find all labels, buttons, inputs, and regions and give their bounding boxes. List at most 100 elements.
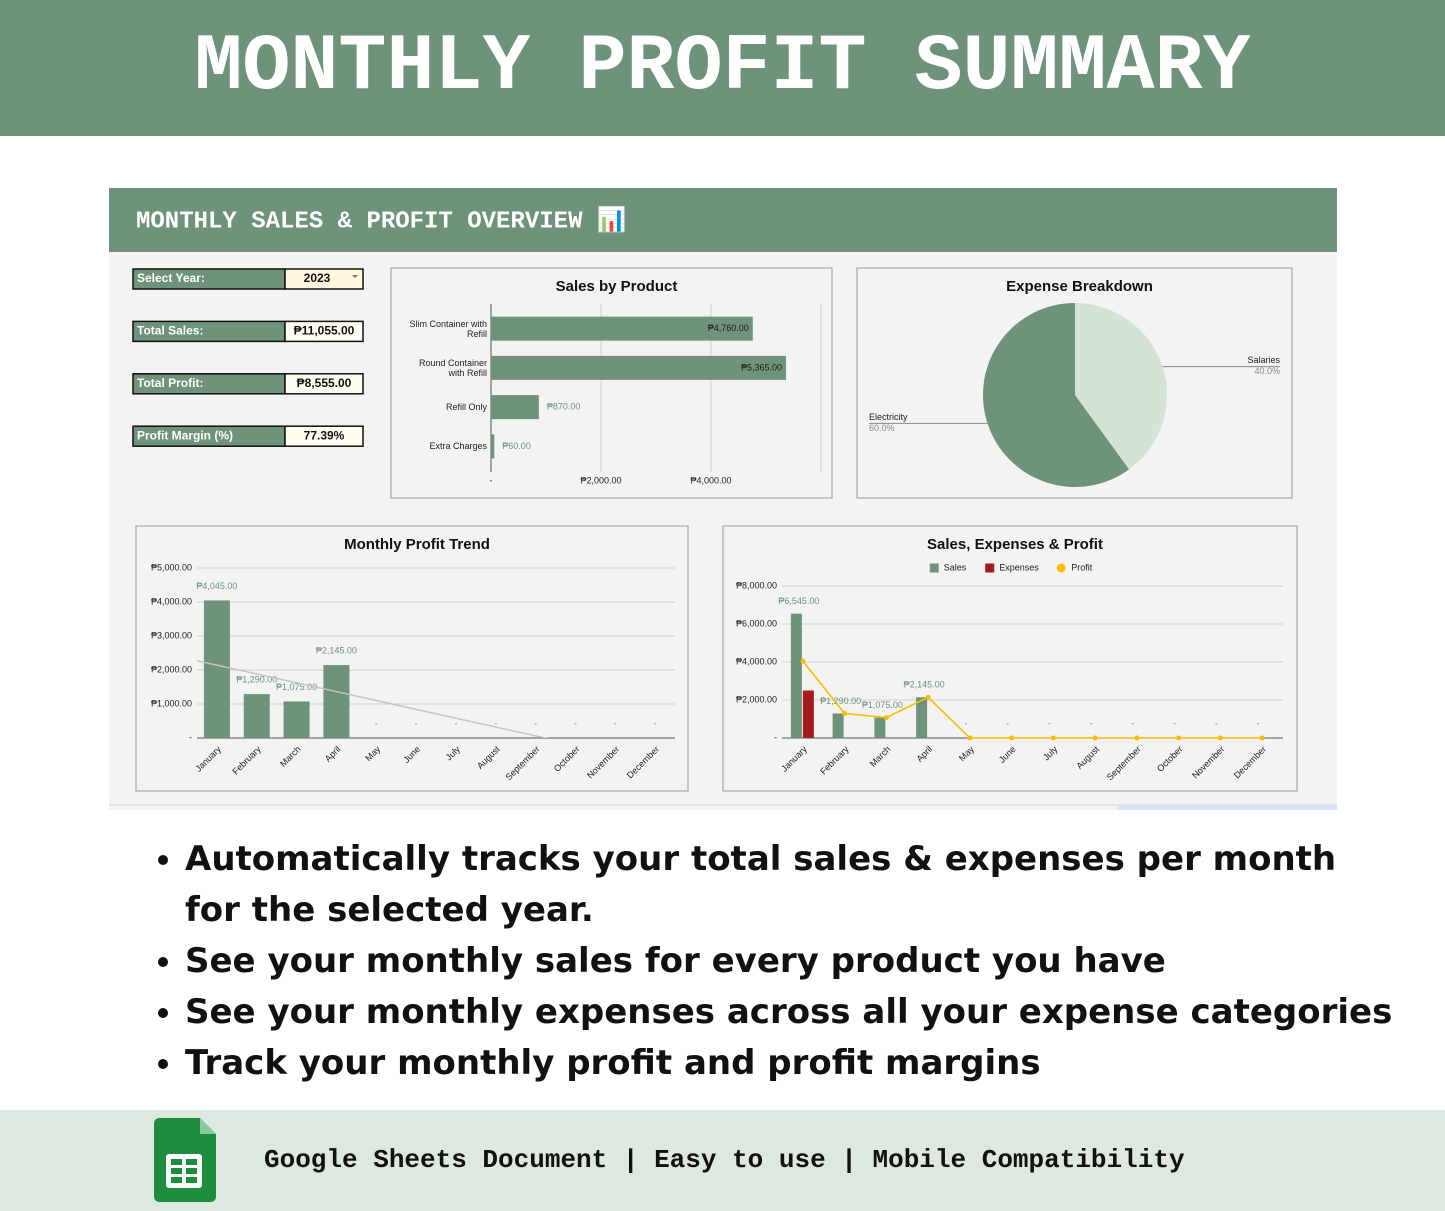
bar xyxy=(491,316,753,341)
field-label: Profit Margin (%) xyxy=(137,428,233,442)
trend-line xyxy=(197,659,549,738)
data-label: - xyxy=(654,718,657,728)
legend-label: Profit xyxy=(1071,562,1093,572)
footer-text: Google Sheets Document | Easy to use | M… xyxy=(264,1145,1185,1175)
chart-frame xyxy=(390,267,833,499)
category-label-box: Round Container with Refill xyxy=(418,357,487,378)
dashboard-content: MONTHLY SALES & PROFIT OVERVIEW 📊 Select… xyxy=(109,188,1337,810)
chart: Sales by Product - ₱2,000.00 ₱4,000.00 Slim … xyxy=(390,267,833,499)
chart-title: Sales, Expenses & Profit xyxy=(927,536,1103,553)
y-tick-label: ₱5,000.00 xyxy=(151,562,192,572)
y-tick-label: ₱3,000.00 xyxy=(151,630,192,640)
line-point xyxy=(883,715,889,721)
data-label: - xyxy=(614,718,617,728)
pie-slice xyxy=(1075,303,1167,470)
data-label: - xyxy=(1048,718,1051,728)
line-point xyxy=(1009,735,1015,741)
bar xyxy=(491,434,495,459)
category-label-box: Extra Charges xyxy=(429,441,487,452)
data-label: - xyxy=(1090,718,1093,728)
field-value-box[interactable] xyxy=(284,268,364,290)
bullet-item: Automatically tracks your total sales & … xyxy=(185,834,1395,936)
line-point xyxy=(1217,735,1223,741)
legend-swatch xyxy=(929,563,939,573)
data-label: ₱4,760.00 xyxy=(708,323,749,333)
y-tick-label: ₱8,000.00 xyxy=(736,580,777,590)
field-value-box xyxy=(284,373,364,395)
bar xyxy=(323,665,350,738)
data-label: - xyxy=(375,718,378,728)
field-value: ₱11,055.00 xyxy=(294,324,355,338)
bar xyxy=(790,613,802,738)
dashboard-header xyxy=(109,188,1337,252)
data-label: ₱60.00 xyxy=(502,441,531,451)
data-label: - xyxy=(454,718,457,728)
data-label: - xyxy=(1131,718,1134,728)
data-label: - xyxy=(574,718,577,728)
data-label: - xyxy=(534,718,537,728)
data-label: ₱1,075.00 xyxy=(862,700,903,710)
sheets-icon xyxy=(154,1118,216,1202)
y-tick-label: ₱1,000.00 xyxy=(151,698,192,708)
y-tick-label: Refill Only xyxy=(445,402,487,413)
dropdown-arrow[interactable] xyxy=(352,275,358,278)
page-title: MONTHLY PROFIT SUMMARY xyxy=(0,0,1445,136)
bullet-item: Track your monthly profit and profit mar… xyxy=(185,1038,1395,1089)
x-tick-label: ₱2,000.00 xyxy=(580,475,621,485)
y-tick-label: Slim Container with Refill xyxy=(409,318,487,339)
legend-label: Expenses xyxy=(999,562,1039,572)
data-label: - xyxy=(1006,718,1009,728)
line-point xyxy=(967,735,973,741)
line-point xyxy=(925,694,931,700)
pie-label: Electricity xyxy=(869,412,908,422)
bar xyxy=(283,701,310,738)
legend-swatch xyxy=(1056,563,1066,573)
data-label: ₱1,290.00 xyxy=(236,675,277,685)
bar xyxy=(491,395,539,420)
chart-frame xyxy=(722,525,1298,792)
footer: Google Sheets Document | Easy to use | M… xyxy=(0,1110,1445,1211)
data-label: - xyxy=(964,718,967,728)
x-tick-label: ₱4,000.00 xyxy=(690,475,731,485)
line-point xyxy=(1050,735,1056,741)
bullet-item: See your monthly expenses across all you… xyxy=(185,987,1395,1038)
data-label: - xyxy=(1173,718,1176,728)
field-value: 77.39% xyxy=(304,428,345,442)
field-value-box xyxy=(284,320,364,343)
line-point xyxy=(1259,735,1265,741)
chart: Monthly Profit Trend - ₱1,000.00 ₱2,000.00 ₱… xyxy=(135,525,689,792)
y-tick-label: ₱6,000.00 xyxy=(736,618,777,628)
bar xyxy=(874,717,886,738)
dashboard-title: MONTHLY SALES & PROFIT OVERVIEW 📊 xyxy=(136,205,627,235)
bar xyxy=(802,690,814,738)
field-value-box xyxy=(284,425,364,447)
data-label: ₱4,045.00 xyxy=(196,581,237,591)
data-label: ₱2,145.00 xyxy=(904,680,945,690)
bar xyxy=(491,355,787,380)
data-label: ₱2,145.00 xyxy=(316,645,357,655)
data-label: - xyxy=(494,718,497,728)
chart-title: Sales by Product xyxy=(556,278,678,295)
y-tick-label: Round Container with Refill xyxy=(418,357,487,378)
data-label: ₱870.00 xyxy=(547,402,581,412)
y-tick-label: ₱2,000.00 xyxy=(151,664,192,674)
pie-value-label: 40.0% xyxy=(1254,366,1280,376)
y-tick-label: Extra Charges xyxy=(429,441,487,452)
x-tick-label: - xyxy=(490,475,493,485)
bullet-item: See your monthly sales for every product… xyxy=(185,936,1395,987)
field-value: ₱8,555.00 xyxy=(297,376,352,390)
bar xyxy=(243,694,270,738)
category-label-box: Slim Container with Refill xyxy=(409,318,487,339)
bar xyxy=(832,713,844,738)
chart-title: Expense Breakdown xyxy=(1006,278,1153,295)
bar xyxy=(916,697,928,738)
field-value: 2023 xyxy=(304,271,331,285)
line-point xyxy=(800,658,806,664)
data-label: ₱1,290.00 xyxy=(820,696,861,706)
y-tick-label: - xyxy=(774,732,777,742)
line-point xyxy=(1092,735,1098,741)
profit-line xyxy=(802,660,1263,739)
category-label-box: Refill Only xyxy=(445,402,487,413)
